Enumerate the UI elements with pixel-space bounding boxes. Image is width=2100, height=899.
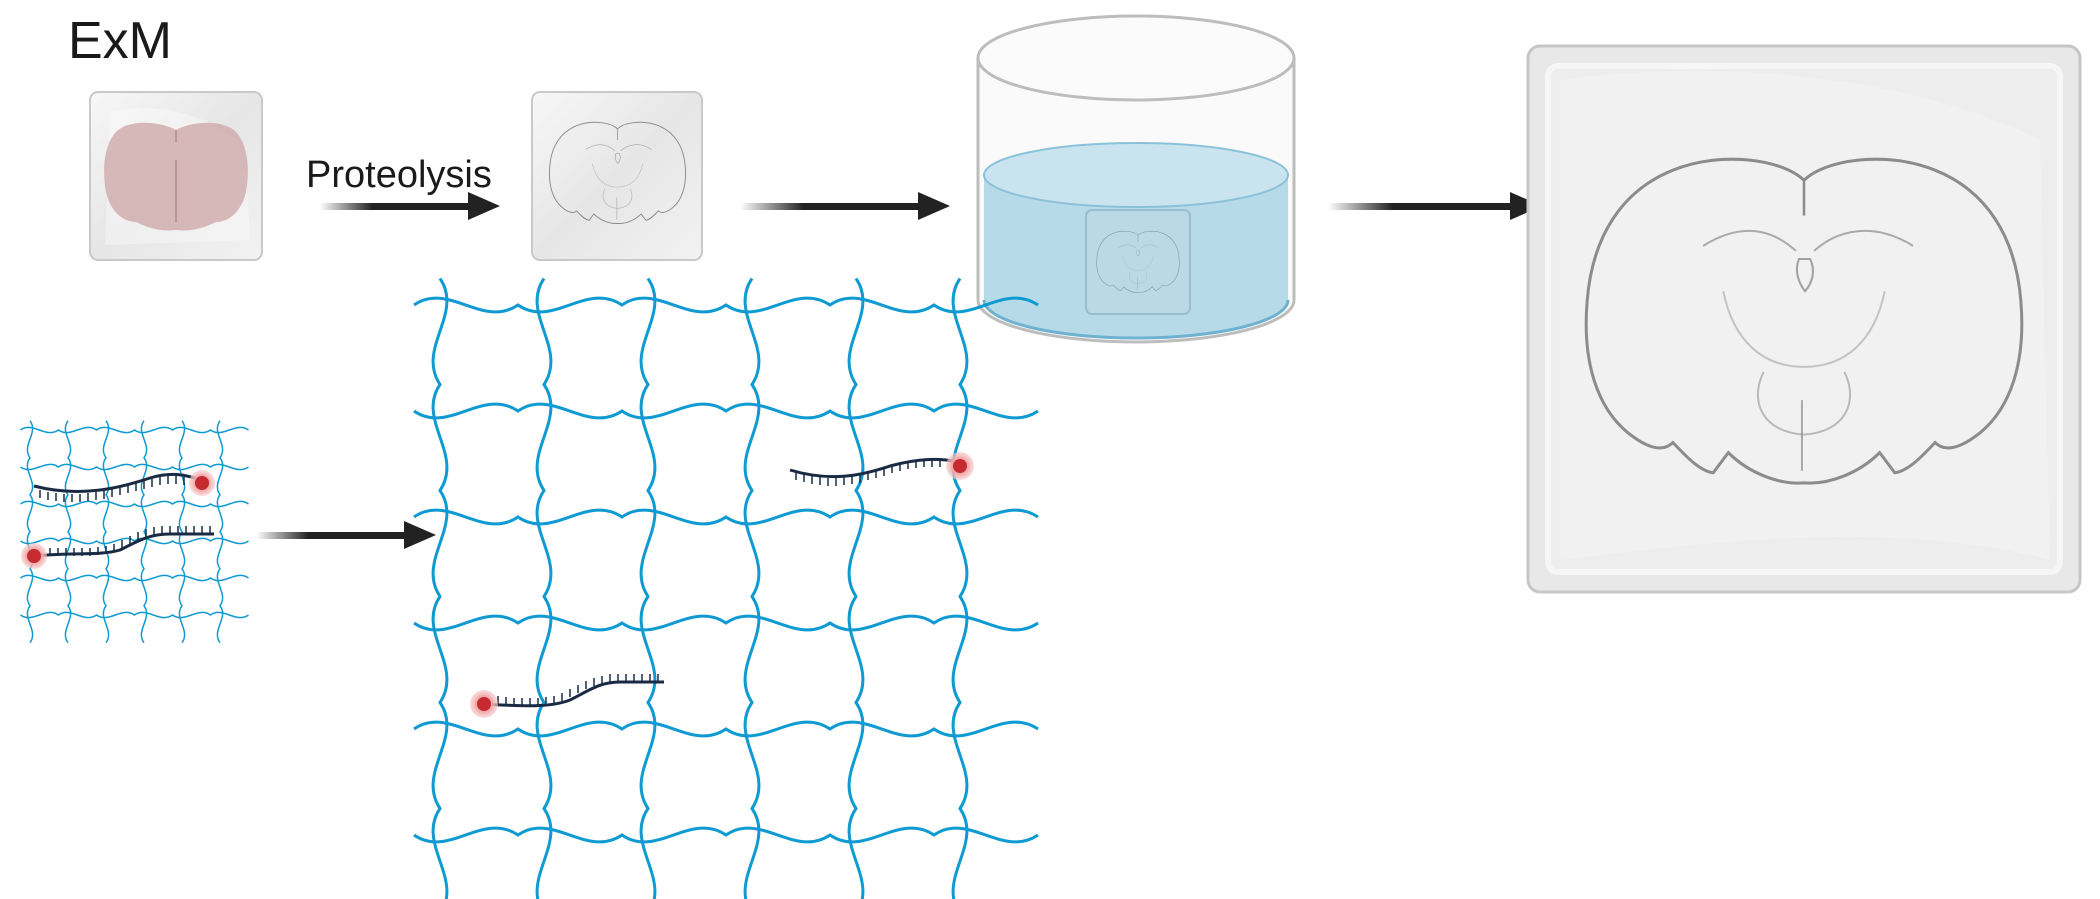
mesh-strand-vertical (535, 277, 553, 899)
mesh-strand-vertical (743, 277, 761, 899)
mesh-strand-horizontal (413, 720, 1039, 738)
gel-square-icon (1085, 209, 1191, 315)
mesh-grid (413, 277, 1039, 899)
mesh-strand-horizontal (20, 500, 249, 508)
small-hydrogel-mesh (20, 420, 249, 644)
mesh-strand-horizontal (20, 611, 249, 619)
mesh-strand-horizontal (20, 463, 249, 471)
gel-cleared (531, 91, 703, 261)
mesh-strand-horizontal (20, 537, 249, 545)
mesh-strand-vertical (140, 420, 148, 644)
probe-strand (789, 452, 974, 486)
gel-with-tissue (89, 91, 263, 261)
cylinder-container-icon (976, 14, 1296, 344)
gel-square-icon (531, 91, 703, 261)
mesh-strand-vertical (639, 277, 657, 899)
mesh-strand-vertical (431, 277, 449, 899)
mesh-strand-vertical (178, 420, 186, 644)
mesh-strand-horizontal (413, 296, 1039, 314)
mesh-strand-vertical (951, 277, 969, 899)
mesh-strand-vertical (102, 420, 110, 644)
probe-strand (470, 674, 664, 718)
expanded-gel (1526, 44, 2082, 594)
mesh-grid (20, 420, 249, 644)
arrow-right-icon (1328, 192, 1542, 220)
arrow-right-icon (320, 192, 500, 220)
arrow-right-icon (740, 192, 950, 220)
mesh-strand-horizontal (20, 574, 249, 582)
probe-strand (33, 470, 215, 502)
proteolysis-label: Proteolysis (306, 154, 492, 196)
mesh-strand-vertical (26, 420, 34, 644)
mesh-strand-horizontal (413, 508, 1039, 526)
figure-title: ExM (68, 12, 172, 70)
arrow-right-icon (256, 521, 436, 549)
mesh-strand-horizontal (413, 826, 1039, 844)
mesh-strand-horizontal (413, 614, 1039, 632)
mesh-strand-horizontal (20, 426, 249, 434)
mesh-strand-vertical (216, 420, 224, 644)
mesh-strand-vertical (847, 277, 865, 899)
mesh-strand-vertical (64, 420, 72, 644)
probe-strand (21, 526, 214, 569)
expanded-hydrogel-mesh (413, 277, 1039, 899)
mesh-strand-horizontal (413, 402, 1039, 420)
